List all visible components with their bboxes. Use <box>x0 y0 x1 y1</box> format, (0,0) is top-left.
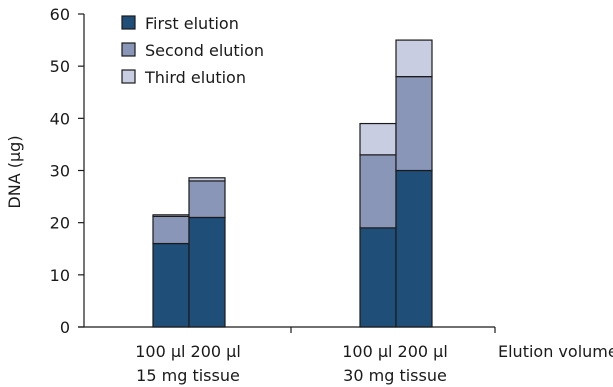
bar-segment-first-elution <box>395 169 433 328</box>
bar-segment-second-elution <box>359 154 397 229</box>
y-tick-label: 40 <box>50 109 70 128</box>
y-tick-label: 20 <box>50 214 70 233</box>
y-tick-label: 10 <box>50 266 70 285</box>
legend-swatch <box>121 69 136 84</box>
bar-segment-first-elution <box>152 242 190 328</box>
group-sublabel: 30 mg tissue <box>343 366 447 385</box>
bar-segment-third-elution <box>395 39 433 78</box>
group-volume-labels: 100 µl 200 µl <box>135 342 241 361</box>
bar-segment-third-elution <box>152 214 190 218</box>
legend-label: Third elution <box>144 68 246 87</box>
legend: First elution Second elution Third elution <box>121 14 264 87</box>
bars <box>152 39 433 328</box>
x-axis-title: Elution volume <box>498 342 613 361</box>
bar-segment-third-elution <box>359 122 397 156</box>
bar-segment-first-elution <box>359 227 397 328</box>
bar-segment-first-elution <box>188 216 226 328</box>
bar-segment-second-elution <box>188 180 226 219</box>
y-tick-label: 30 <box>50 162 70 181</box>
y-ticks: 0 10 20 30 40 50 60 <box>50 5 84 337</box>
legend-label: Second elution <box>145 41 264 60</box>
y-tick-label: 60 <box>50 5 70 24</box>
category-labels: 100 µl 200 µl 15 mg tissue 100 µl 200 µl 30… <box>135 342 448 385</box>
group-volume-labels: 100 µl 200 µl <box>342 342 448 361</box>
y-axis-title: DNA (µg) <box>5 135 24 208</box>
legend-label: First elution <box>145 14 239 33</box>
legend-swatch <box>121 15 136 30</box>
legend-swatch <box>121 42 136 57</box>
y-tick-label: 50 <box>50 57 70 76</box>
y-tick-label: 0 <box>60 318 70 337</box>
bar-segment-second-elution <box>395 75 433 172</box>
bar-segment-second-elution <box>152 215 190 245</box>
group-sublabel: 15 mg tissue <box>136 366 240 385</box>
bar-segment-third-elution <box>188 177 226 182</box>
